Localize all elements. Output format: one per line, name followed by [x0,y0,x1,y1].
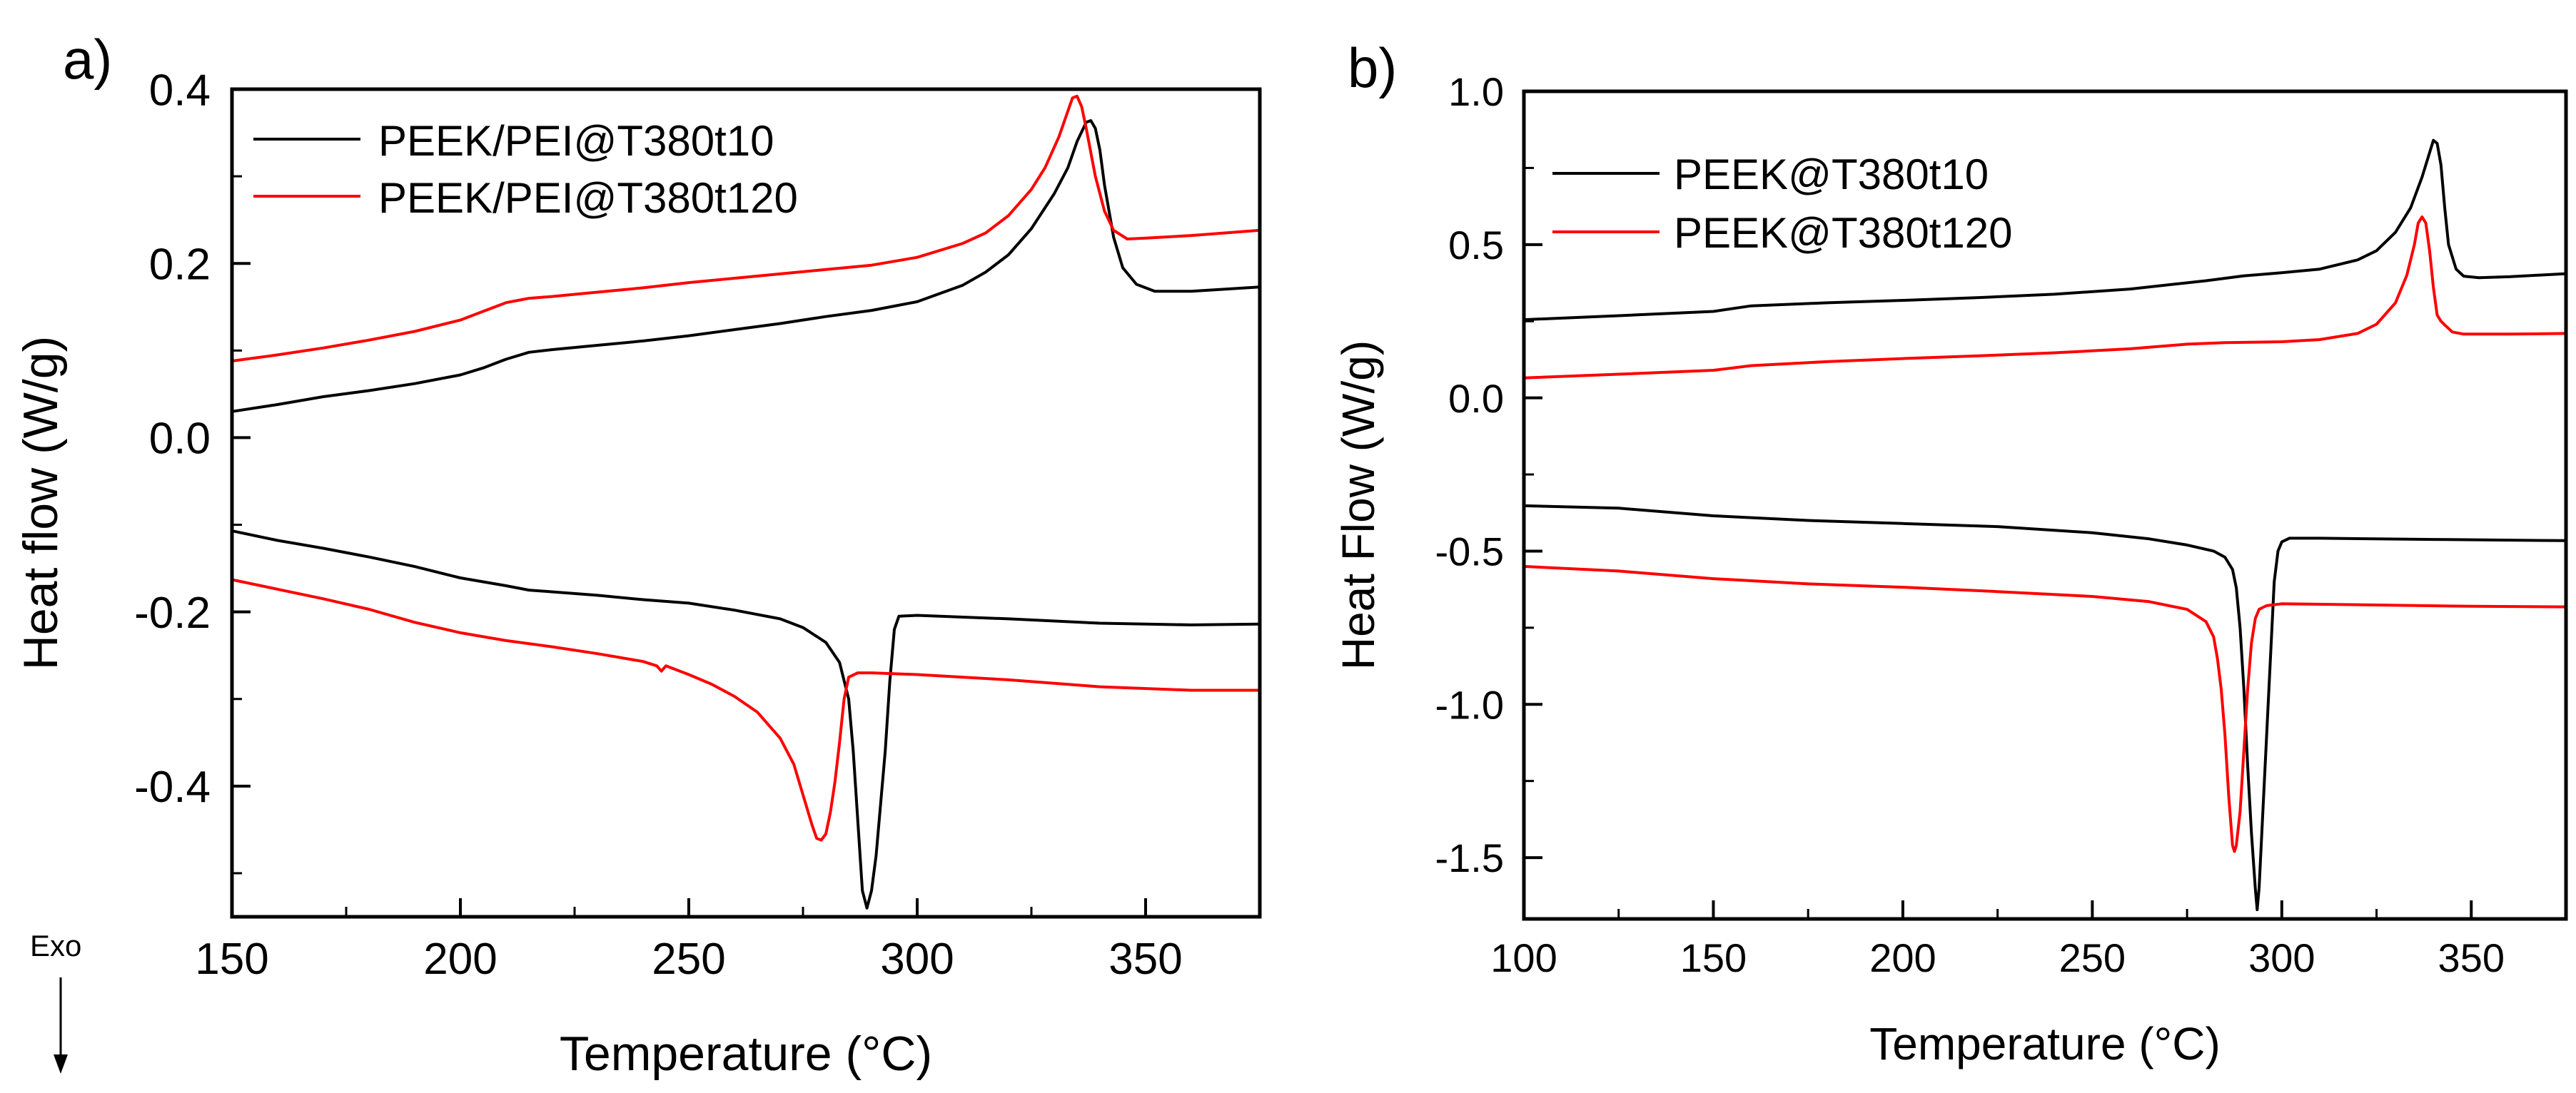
panel-a-legend: PEEK/PEI@T380t10 PEEK/PEI@T380t120 [253,117,798,222]
panel-a-xlabel: Temperature (°C) [560,1027,932,1081]
panel-b-ytick-label: 0.5 [1448,223,1504,268]
panel-a-ytick-label: -0.4 [134,763,211,812]
panel-a-series-heating-t120 [231,94,1261,362]
exo-label: Exo [30,929,81,962]
panel-a-label: a) [63,28,112,91]
panel-b-frame [1522,89,2568,921]
panel-b-xtick-label: 100 [1490,935,1557,980]
panel-a: a) 150 200 250 300 350 -0.4 -0.2 0.0 0.2 0.4 Temp… [14,28,1262,1081]
panel-b-ytick-label: -1.0 [1435,682,1505,727]
panel-a-series-cooling-t120 [231,578,1260,842]
panel-a-xtick-label: 200 [423,935,497,984]
panel-b-ytick-label: -0.5 [1435,529,1505,574]
panel-a-ytick-label: 0.4 [149,66,211,115]
panel-a-legend-label-1: PEEK/PEI@T380t10 [378,117,774,165]
panel-b-xtick-label: 350 [2438,935,2505,980]
panel-b-xtick-label: 300 [2248,935,2315,980]
panel-b: b) 100 150 200 250 300 350-1.5-1.0-0.50.00.51… [1333,36,2568,1069]
panel-a-xtick-label: 250 [652,935,725,984]
panel-b-ytick-label: 0.0 [1448,376,1504,421]
panel-a-xtick-label: 150 [195,935,268,984]
panel-b-series-cooling-t120 [1523,564,2567,853]
panel-b-xtick-label: 200 [1869,935,1936,980]
panel-b-xlabel: Temperature (°C) [1869,1018,2221,1069]
panel-a-frame [230,87,1262,919]
panel-b-legend: PEEK@T380t10 PEEK@T380t120 [1552,151,2013,257]
panel-b-legend-label-1: PEEK@T380t10 [1674,151,1989,198]
panel-b-label: b) [1348,36,1397,99]
panel-a-ytick-label: 0.2 [149,240,211,290]
panel-b-series [1523,138,2567,912]
panel-a-ytick-label: -0.2 [134,589,211,638]
panel-b-legend-label-2: PEEK@T380t120 [1674,209,2013,257]
panel-b-xtick-label: 150 [1680,935,1747,980]
panel-a-ticks: 150 200 250 300 350 -0.4 -0.2 0.0 0.2 0.4 [134,66,1261,984]
panel-a-xtick-label: 300 [880,935,954,984]
panel-a-ytick-label: 0.0 [149,415,211,464]
panel-a-series-heating-t10 [231,119,1261,413]
panel-a-xtick-label: 350 [1108,935,1182,984]
panel-b-ticks: 100 150 200 250 300 350 -1.5 -1.0 -0.5 0.0 0.5 1.0 [1435,69,2567,980]
panel-a-ylabel: Heat flow (W/g) [14,336,68,671]
panel-b-series-heating-t10 [1523,138,2567,322]
down-arrow-icon [54,1054,68,1074]
panel-b-ytick-label: -1.5 [1435,835,1505,880]
panel-b-series-heating-t120 [1523,215,2567,380]
exo-annotation: Exo [30,929,81,1074]
panel-b-series-cooling-t10 [1523,504,2567,912]
panel-b-ylabel: Heat Flow (W/g) [1333,340,1384,670]
panel-b-xtick-label: 250 [2059,935,2126,980]
panel-a-series [231,94,1261,910]
panel-a-legend-label-2: PEEK/PEI@T380t120 [378,174,798,222]
panel-b-ytick-label: 1.0 [1448,69,1504,114]
panel-a-series-cooling-t10 [231,529,1261,910]
